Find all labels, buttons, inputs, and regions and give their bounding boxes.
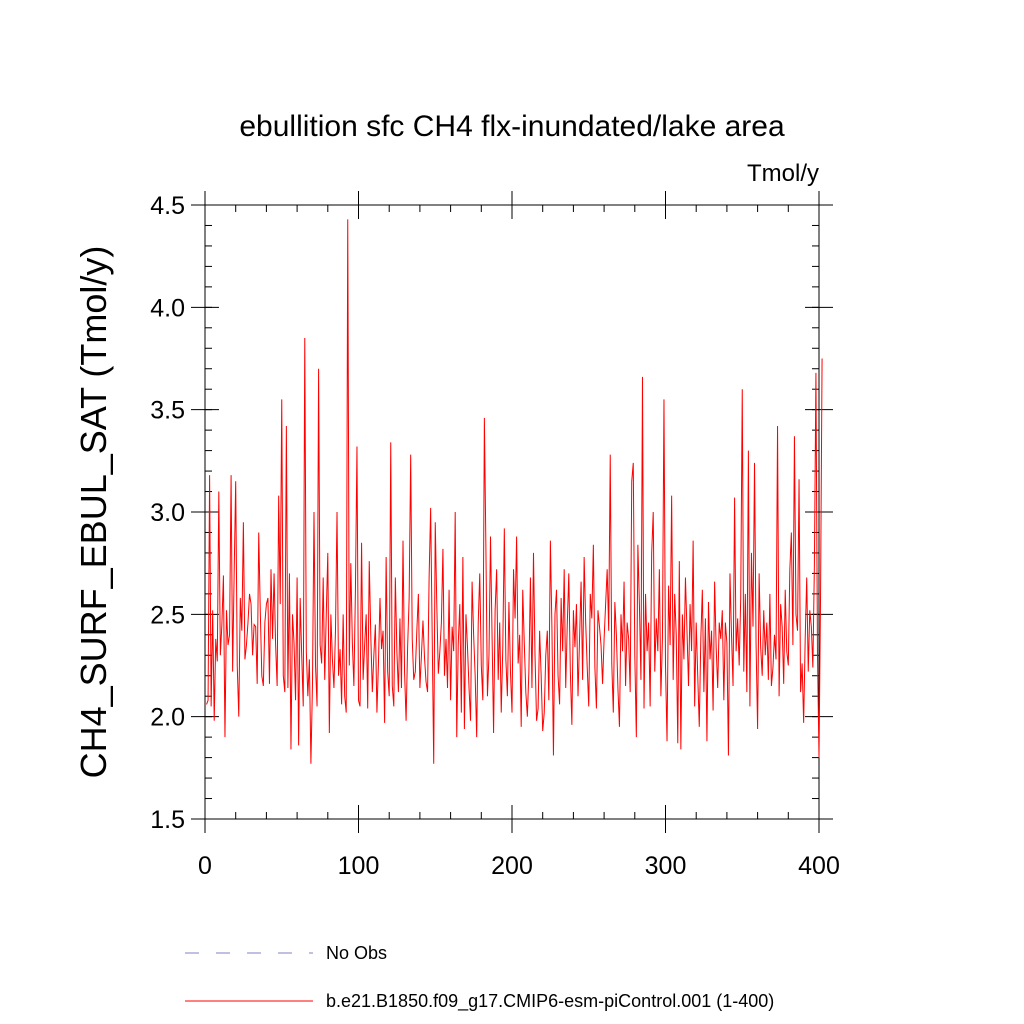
x-tick-label: 300 xyxy=(645,852,687,880)
y-tick-label: 2.0 xyxy=(150,704,185,732)
legend: No Obs b.e21.B1850.f09_g17.CMIP6-esm-piC… xyxy=(185,943,774,1012)
y-tick-label: 4.5 xyxy=(150,192,185,220)
y-tick-label: 3.0 xyxy=(150,499,185,527)
plot-frame xyxy=(204,204,820,820)
legend-label-model: b.e21.B1850.f09_g17.CMIP6-esm-piControl.… xyxy=(326,991,774,1012)
y-tick-label: 2.5 xyxy=(150,601,185,629)
y-tick-label: 3.5 xyxy=(150,397,185,425)
major-ticks xyxy=(191,191,833,833)
chart-title: ebullition sfc CH4 flx-inundated/lake ar… xyxy=(239,110,785,143)
y-tick-labels: 1.5 2.0 2.5 3.0 3.5 4.0 4.5 xyxy=(150,192,185,834)
y-tick-label: 4.0 xyxy=(150,294,185,322)
x-tick-label: 400 xyxy=(798,852,840,880)
x-tick-label: 0 xyxy=(198,852,212,880)
legend-label-no-obs: No Obs xyxy=(326,943,387,963)
y-tick-label: 1.5 xyxy=(150,806,185,834)
y-axis-label: CH4_SURF_EBUL_SAT (Tmol/y) xyxy=(73,246,114,779)
x-tick-labels: 0 100 200 300 400 xyxy=(198,852,840,880)
x-tick-label: 200 xyxy=(491,852,533,880)
x-tick-label: 100 xyxy=(338,852,380,880)
units-label: Tmol/y xyxy=(747,160,819,187)
minor-ticks xyxy=(204,204,820,820)
series-line xyxy=(206,219,823,764)
